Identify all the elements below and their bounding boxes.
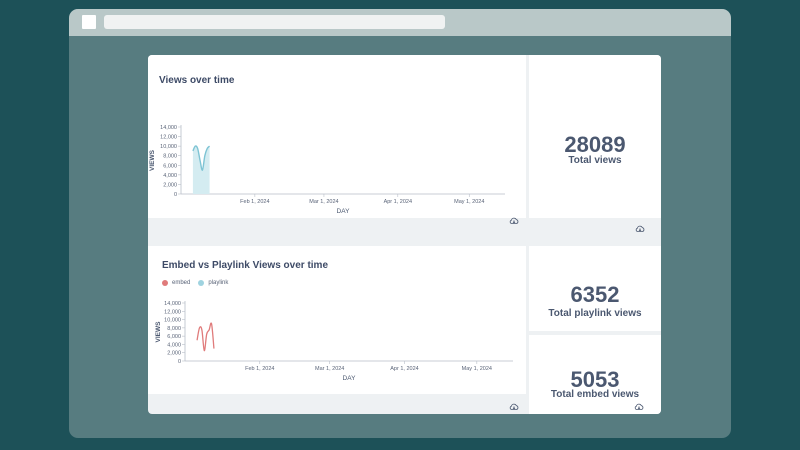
y-axis-label: VIEWS [149, 149, 156, 171]
total-embed-card: 5053 Total embed views [529, 335, 661, 414]
y-tick-label: 0 [178, 359, 181, 365]
legend-label: playlink [208, 280, 229, 286]
y-tick-label: 8,000 [163, 154, 177, 160]
y-tick-label: 12,000 [164, 309, 181, 315]
y-tick-label: 12,000 [160, 135, 177, 141]
dashboard: Views over time 0 2,000 4,000 6,000 8,000 10,… [148, 55, 661, 414]
legend-item-playlink[interactable]: playlink [198, 280, 228, 286]
cloud-download-icon[interactable] [509, 217, 519, 225]
y-tick-label: 4,000 [167, 342, 181, 348]
x-tick-label: Feb 1, 2024 [240, 199, 269, 205]
legend-label: embed [172, 280, 191, 286]
x-axis-label: DAY [343, 375, 357, 382]
views-line [192, 145, 211, 171]
y-tick-label: 2,000 [167, 351, 181, 357]
card-title: Views over time [159, 75, 235, 86]
y-tick-label: 10,000 [160, 144, 177, 150]
x-tick-label: May 1, 2024 [454, 199, 484, 205]
total-playlink-value: 6352 [570, 282, 620, 307]
total-playlink-card: 6352 Total playlink views [529, 246, 661, 331]
x-axis-label: DAY [337, 208, 351, 215]
total-embed-label: Total embed views [550, 389, 640, 400]
total-views-card: 28089 Total views [529, 55, 661, 232]
y-axis-label: VIEWS [155, 321, 162, 343]
total-playlink-label: Total playlink views [548, 308, 642, 319]
x-tick-label: Apr 1, 2024 [390, 366, 418, 372]
embed-line [196, 322, 215, 352]
y-tick-label: 4,000 [163, 173, 177, 179]
y-tick-label: 6,000 [167, 334, 181, 340]
address-bar[interactable] [104, 15, 445, 29]
browser-window: Views over time 0 2,000 4,000 6,000 8,000 10,… [69, 9, 731, 438]
views-over-time-card: Views over time 0 2,000 4,000 6,000 8,000 10,… [148, 55, 526, 224]
x-tick-label: Mar 1, 2024 [315, 366, 344, 372]
legend-dot-icon [162, 280, 168, 286]
card-title: Embed vs Playlink Views over time [162, 260, 329, 271]
x-tick-label: Apr 1, 2024 [384, 199, 412, 205]
browser-tab-icon[interactable] [82, 15, 96, 29]
browser-toolbar [69, 9, 731, 36]
y-tick-label: 10,000 [164, 318, 181, 324]
y-tick-label: 6,000 [163, 163, 177, 169]
views-over-time-chart: 0 2,000 4,000 6,000 8,000 10,000 12,000 14,000 F… [149, 125, 505, 215]
y-tick-label: 14,000 [160, 125, 177, 131]
x-tick-label: Feb 1, 2024 [245, 366, 274, 372]
total-views-label: Total views [568, 155, 622, 166]
embed-vs-playlink-chart: 0 2,000 4,000 6,000 8,000 10,000 12,000 14,000 F… [155, 301, 513, 382]
legend-dot-icon [198, 280, 205, 286]
cloud-download-icon[interactable] [509, 403, 519, 411]
total-views-value: 28089 [564, 132, 626, 157]
chart-legend: embed playlink [162, 280, 236, 286]
cloud-download-icon[interactable] [634, 403, 644, 411]
total-embed-value: 5053 [570, 367, 620, 392]
y-tick-label: 0 [174, 192, 177, 198]
y-tick-label: 8,000 [167, 326, 181, 332]
y-tick-label: 2,000 [163, 182, 177, 188]
x-tick-label: May 1, 2024 [462, 366, 492, 372]
views-area [192, 146, 210, 194]
cloud-download-icon[interactable] [635, 225, 645, 233]
embed-vs-playlink-card: Embed vs Playlink Views over time embed … [148, 246, 526, 394]
x-tick-label: Mar 1, 2024 [309, 199, 338, 205]
y-tick-label: 14,000 [164, 301, 181, 307]
legend-item-embed[interactable]: embed [162, 280, 190, 286]
